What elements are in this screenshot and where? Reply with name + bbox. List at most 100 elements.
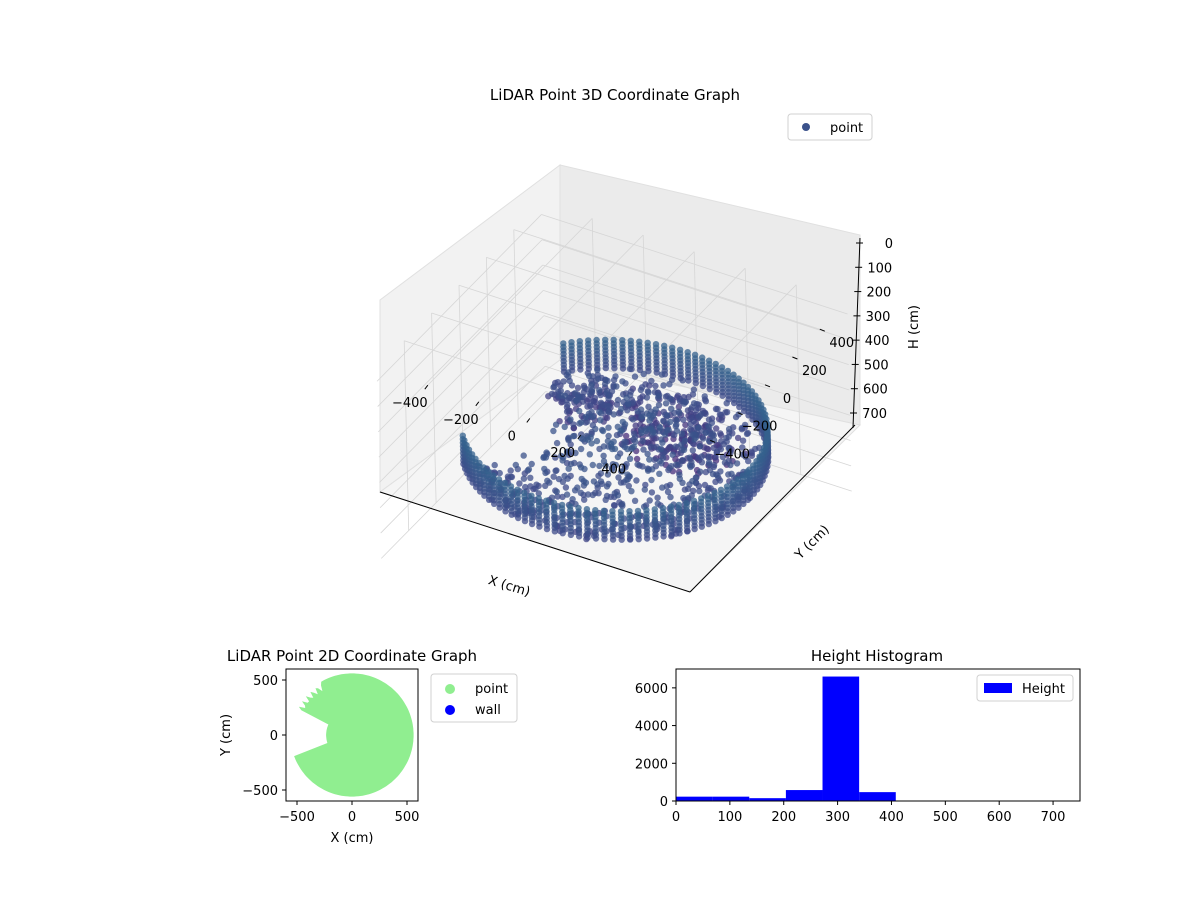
point-3d	[605, 432, 612, 440]
point-3d	[744, 468, 751, 475]
y-axis-label-3d: Y (cm)	[792, 522, 833, 563]
grid-z-back-6	[541, 239, 849, 340]
point-3d	[566, 377, 573, 385]
z-axis-label-3d: H (cm)	[907, 305, 922, 349]
xh-tick-label-1: 100	[717, 810, 742, 825]
point-3d	[516, 480, 523, 487]
point-3d	[601, 380, 609, 388]
point-3d	[605, 408, 613, 415]
xh-tick-label-5: 500	[933, 810, 958, 825]
point-3d	[558, 501, 566, 509]
point-3d	[723, 483, 731, 490]
point-3d	[582, 419, 589, 426]
x3d-tick-label-4: 400	[601, 463, 626, 478]
point-3d	[634, 507, 642, 515]
point-3d	[588, 440, 595, 447]
grid-xz-3	[744, 268, 751, 458]
point-3d	[596, 445, 603, 453]
point-3d	[582, 413, 589, 421]
point-3d	[609, 508, 616, 515]
point-3d	[543, 497, 550, 504]
point-3d	[593, 437, 601, 445]
point-3d	[542, 454, 550, 461]
point-3d	[468, 451, 476, 458]
point-3d	[656, 458, 663, 465]
point-3d	[496, 469, 503, 477]
point-3d	[574, 384, 582, 391]
legend-2d-wall-label: wall	[475, 703, 501, 718]
grid-z-left-3	[379, 315, 545, 483]
point-3d	[577, 489, 584, 496]
point-3d	[738, 424, 746, 432]
point-3d	[593, 336, 600, 344]
point-3d	[725, 444, 732, 452]
point-3d	[696, 443, 704, 450]
point-3d	[701, 393, 708, 400]
point-3d	[668, 396, 675, 403]
point-3d	[702, 398, 710, 405]
y3d-tick-3	[792, 356, 798, 360]
point-3d	[673, 417, 680, 424]
point-3d	[664, 412, 671, 419]
grid-xz-4	[795, 284, 802, 475]
point-3d	[595, 490, 602, 497]
point-3d	[711, 437, 718, 444]
point-3d	[684, 485, 692, 492]
point-3d	[666, 465, 673, 472]
point-3d	[660, 382, 667, 389]
point-3d	[739, 451, 746, 458]
point-3d	[679, 377, 686, 384]
point-3d	[476, 459, 483, 467]
point-3d	[648, 377, 655, 385]
point-3d	[617, 479, 625, 486]
point-3d	[724, 367, 732, 375]
point-3d	[586, 372, 593, 380]
yh-tick-label-0: 0	[660, 795, 668, 810]
legend-3d-box	[787, 113, 873, 141]
point-3d	[567, 503, 574, 510]
point-3d	[584, 491, 592, 498]
point-3d	[639, 463, 646, 470]
xh-tick-label-4: 400	[879, 810, 904, 825]
point-3d	[552, 454, 559, 461]
point-3d	[561, 423, 568, 431]
point-3d	[527, 474, 534, 481]
chart-2d-title: LiDAR Point 2D Coordinate Graph	[227, 647, 477, 665]
point-3d	[623, 394, 630, 401]
point-3d	[535, 495, 542, 502]
point-3d	[655, 401, 663, 409]
x3d-tick-label-1: −200	[443, 413, 479, 428]
point-3d	[605, 392, 612, 399]
point-3d	[709, 432, 716, 439]
point-3d	[560, 340, 567, 347]
point-3d	[662, 431, 669, 438]
point-3d	[713, 425, 720, 432]
grid-z-left-0	[381, 391, 546, 559]
point-3d	[673, 427, 681, 435]
legend-2d-point-marker	[445, 684, 455, 694]
point-3d	[624, 471, 631, 478]
z3d-tick-label-0: 0	[885, 237, 893, 252]
point-3d	[729, 479, 736, 487]
point-3d	[613, 431, 621, 439]
point-3d	[705, 484, 712, 492]
point-3d	[673, 461, 680, 468]
y3d-tick-label-1: −200	[742, 420, 778, 435]
point-3d	[592, 507, 599, 514]
point-3d	[703, 445, 711, 452]
point-3d	[676, 346, 684, 353]
point-3d	[632, 422, 639, 429]
histogram-bars	[676, 676, 896, 801]
point-3d	[669, 451, 676, 458]
point-3d	[528, 492, 535, 499]
point-3d	[501, 479, 508, 487]
point-3d	[485, 468, 492, 475]
point-3d	[527, 483, 534, 490]
chart-3d: LiDAR Point 3D Coordinate Graph −400 −200…	[376, 86, 922, 600]
point-3d	[646, 497, 653, 504]
y2d-tick-label-1: 0	[270, 729, 278, 744]
point-3d	[645, 389, 652, 396]
x-axis-label-2d: X (cm)	[331, 831, 374, 846]
point-3d	[752, 392, 759, 399]
point-3d	[688, 404, 696, 411]
